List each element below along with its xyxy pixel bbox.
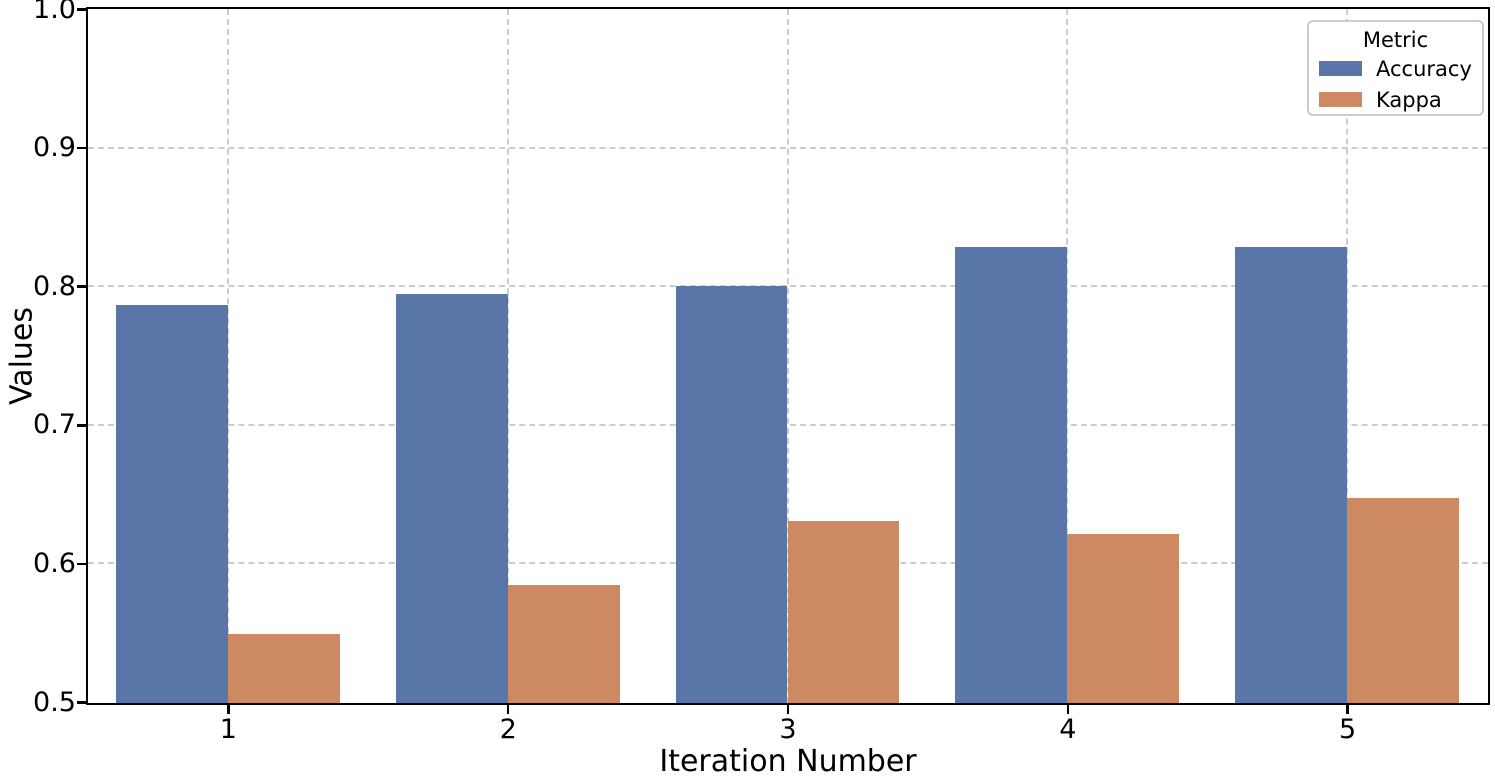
legend-swatch-kappa: [1319, 92, 1362, 107]
legend: Metric Accuracy Kappa: [1307, 20, 1484, 116]
gridline-vertical: [1066, 9, 1069, 703]
legend-label-accuracy: Accuracy: [1376, 56, 1472, 81]
legend-label-kappa: Kappa: [1376, 87, 1442, 112]
y-tick-label: 0.5: [33, 686, 76, 718]
gridline-vertical: [786, 9, 789, 703]
legend-title: Metric: [1362, 28, 1429, 52]
plot-area: [86, 7, 1490, 705]
bar-accuracy-5: [1235, 247, 1348, 703]
bar-accuracy-1: [115, 305, 228, 703]
x-axis-label: Iteration Number: [659, 744, 917, 779]
x-tick-mark: [506, 705, 510, 714]
x-tick-mark: [1346, 705, 1349, 714]
x-tick-label: 3: [779, 714, 797, 745]
y-tick-mark: [77, 701, 86, 704]
bar-accuracy-4: [955, 247, 1068, 703]
y-tick-mark: [77, 285, 86, 288]
bar-kappa-2: [507, 585, 620, 703]
y-tick-mark: [77, 424, 86, 427]
bar-accuracy-3: [675, 285, 788, 703]
gridline-vertical: [506, 9, 509, 703]
y-tick-mark: [77, 8, 86, 11]
bar-kappa-5: [1347, 497, 1459, 703]
x-tick-label: 2: [499, 714, 517, 745]
legend-items: Accuracy Kappa: [1309, 53, 1482, 115]
x-tick-label: 5: [1339, 714, 1357, 745]
y-tick-label: 0.8: [33, 270, 76, 302]
gridline-horizontal: [88, 146, 1488, 149]
legend-swatch-accuracy: [1319, 61, 1362, 76]
y-tick-label: 0.9: [33, 132, 76, 164]
gridline-vertical: [226, 9, 229, 703]
x-tick-mark: [1066, 705, 1070, 714]
legend-row-accuracy: Accuracy: [1309, 53, 1482, 84]
bar-kappa-1: [227, 633, 340, 703]
x-tick-mark: [227, 705, 230, 714]
y-tick-label: 1.0: [33, 0, 76, 25]
y-tick-mark: [77, 562, 86, 566]
gridline-vertical: [1346, 9, 1349, 703]
x-tick-mark: [786, 705, 790, 714]
gridline-horizontal: [88, 423, 1488, 426]
bar-kappa-3: [787, 521, 900, 703]
x-tick-label: 1: [219, 714, 237, 745]
bar-accuracy-2: [395, 294, 508, 703]
bar-kappa-4: [1067, 533, 1180, 703]
y-tick-mark: [77, 146, 86, 150]
y-axis-label: Values: [4, 306, 40, 406]
legend-row-kappa: Kappa: [1309, 84, 1482, 115]
x-tick-label: 4: [1059, 714, 1077, 745]
y-tick-label: 0.6: [33, 547, 76, 579]
gridline-horizontal: [88, 285, 1488, 288]
y-tick-label: 0.7: [33, 409, 76, 441]
